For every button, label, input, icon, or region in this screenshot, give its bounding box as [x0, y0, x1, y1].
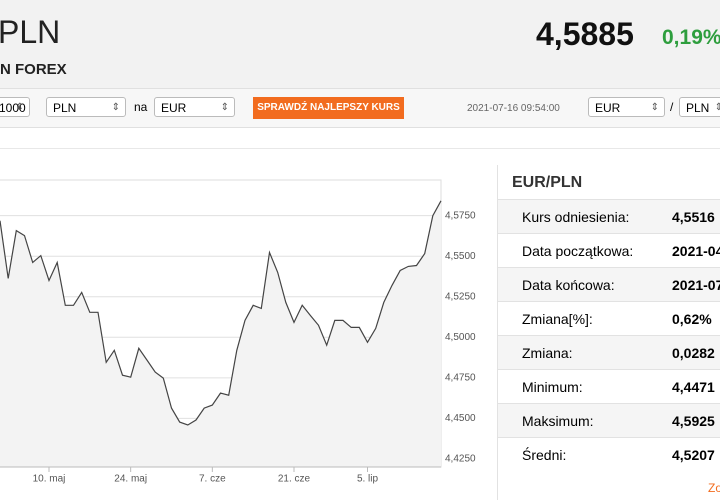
x-tick-label: 10. maj: [33, 474, 66, 485]
source: N FOREX: [0, 61, 67, 78]
from-select[interactable]: PLN: [46, 97, 126, 118]
x-tick-label: 21. cze: [278, 474, 311, 485]
stats-row: Data końcowa: 2021-07: [498, 267, 720, 302]
pair-from-select[interactable]: EUR: [588, 97, 665, 118]
stats-row: Data początkowa: 2021-04: [498, 233, 720, 268]
amount-input[interactable]: 1000: [0, 97, 30, 118]
more-link[interactable]: Zo: [708, 481, 720, 495]
to-select[interactable]: EUR: [154, 97, 235, 118]
stats-label: Data końcowa:: [522, 277, 615, 293]
stats-label: Minimum:: [522, 379, 583, 395]
stats-value: 4,5925: [672, 413, 715, 429]
header: PLN N FOREX 4,5885 0,19%: [0, 0, 720, 88]
stats-value: 2021-04: [672, 243, 720, 259]
change: 0,19%: [662, 26, 720, 49]
timestamp: 2021-07-16 09:54:00: [467, 103, 560, 114]
stats-row: Minimum: 4,4471: [498, 369, 720, 404]
y-tick-label: 4,5750: [445, 210, 476, 221]
y-tick-label: 4,4250: [445, 454, 476, 465]
stats-value: 0,0282: [672, 345, 715, 361]
stats-label: Zmiana:: [522, 345, 573, 361]
stats-value: 4,5516: [672, 209, 715, 225]
stats-title: EUR/PLN: [512, 174, 583, 191]
stats-row: Średni: 4,5207: [498, 437, 720, 472]
price: 4,5885: [536, 16, 634, 52]
x-tick-label: 24. maj: [114, 474, 147, 485]
y-tick-label: 4,4750: [445, 372, 476, 383]
best-rate-button[interactable]: SPRAWDŹ NAJLEPSZY KURS: [253, 97, 404, 119]
stats-row: Kurs odniesienia: 4,5516: [498, 199, 720, 234]
y-tick-label: 4,4500: [445, 413, 476, 424]
stats-value: 4,5207: [672, 447, 715, 463]
stats-label: Kurs odniesienia:: [522, 209, 630, 225]
stats-label: Średni:: [522, 447, 567, 463]
slash: /: [670, 100, 674, 114]
stats-row: Zmiana: 0,0282: [498, 335, 720, 370]
stats-value: 2021-07: [672, 277, 720, 293]
divider: [0, 148, 720, 149]
stats-value: 4,4471: [672, 379, 715, 395]
stats-label: Data początkowa:: [522, 243, 634, 259]
toolbar: 1000 PLN na EUR SPRAWDŹ NAJLEPSZY KURS 2…: [0, 88, 720, 128]
stats-panel: EUR/PLN Zo Kurs odniesienia: 4,5516 Data p…: [497, 165, 720, 500]
y-tick-label: 4,5500: [445, 251, 476, 262]
stats-row: Maksimum: 4,5925: [498, 403, 720, 438]
chart: 4,4250 4,4500 4,4750 4,5000 4,5250 4,5500 4,57…: [0, 179, 476, 485]
pair-to-select[interactable]: PLN: [679, 97, 720, 118]
area-fill: [0, 200, 441, 468]
stats-value: 0,62%: [672, 311, 712, 327]
stats-label: Maksimum:: [522, 413, 594, 429]
pair-title: PLN: [0, 14, 61, 50]
stats-label: Zmiana[%]:: [522, 311, 593, 327]
y-tick-label: 4,5250: [445, 291, 476, 302]
na-label: na: [134, 100, 148, 114]
y-tick-label: 4,5000: [445, 332, 476, 343]
stats-row: Zmiana[%]: 0,62%: [498, 301, 720, 336]
price-line: [0, 200, 442, 426]
x-tick-label: 7. cze: [199, 474, 226, 485]
x-tick-label: 5. lip: [357, 474, 379, 485]
